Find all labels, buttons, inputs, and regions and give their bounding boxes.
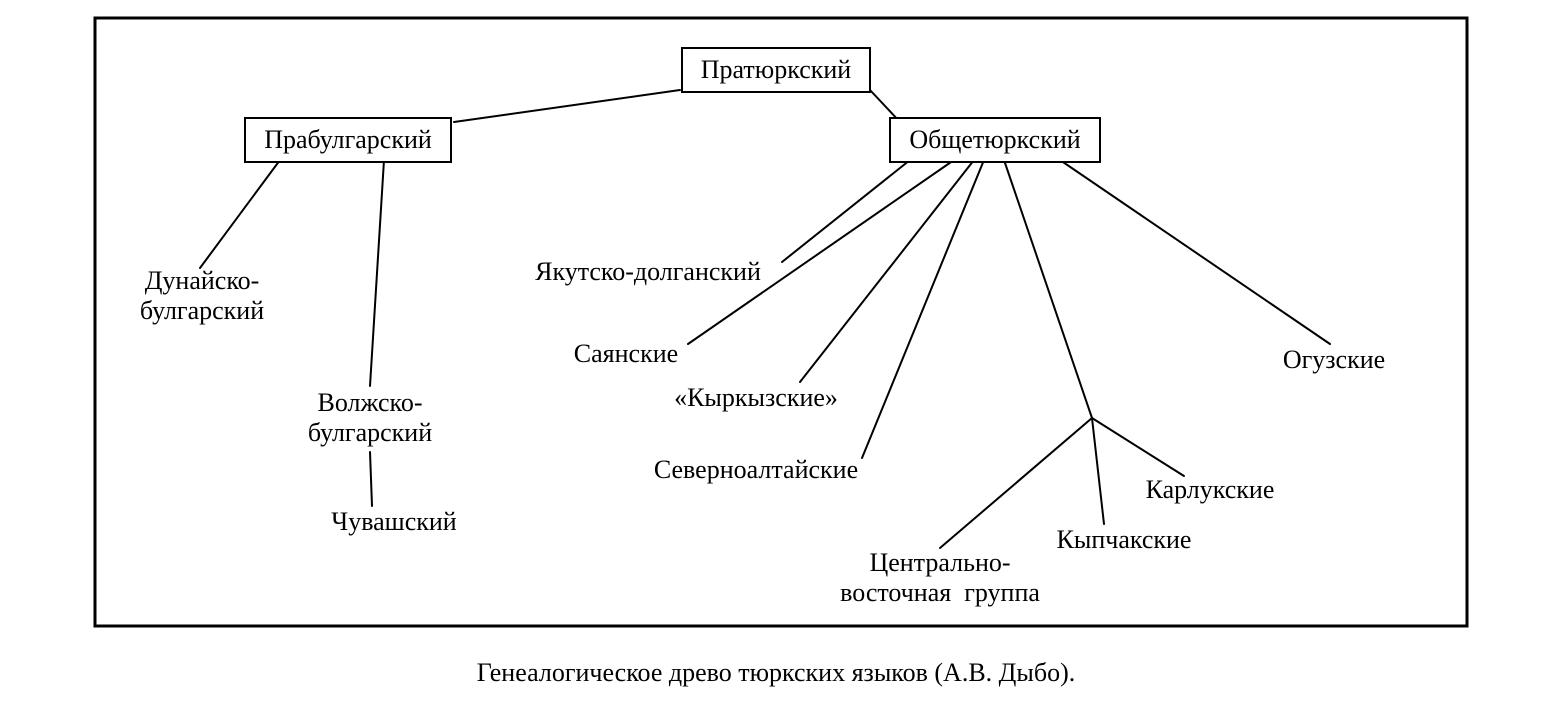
node-danube: Дунайско- булгарский [140, 266, 264, 326]
node-root: Пратюркский [681, 47, 871, 93]
diagram-stage: Пратюркский Прабулгарский Общетюркский Дуна… [0, 0, 1552, 704]
node-sayan: Саянские [574, 339, 678, 369]
node-volga: Волжско- булгарский [308, 388, 432, 448]
caption: Генеалогическое древо тюркских языков (А… [0, 658, 1552, 688]
node-northaltai: Северноалтайские [654, 455, 858, 485]
node-kipchak: Кыпчакские [1057, 525, 1192, 555]
node-common: Общетюркский [889, 117, 1100, 163]
node-oghuz: Огузские [1283, 345, 1385, 375]
node-kyrgyz: «Кыркызские» [674, 383, 838, 413]
node-centraleast: Центрально- восточная группа [840, 548, 1040, 608]
node-karluk: Карлукские [1146, 475, 1275, 505]
node-chuvash: Чувашский [331, 507, 456, 537]
node-yakut: Якутско-долганский [535, 257, 761, 287]
node-prabulgar: Прабулгарский [244, 117, 452, 163]
